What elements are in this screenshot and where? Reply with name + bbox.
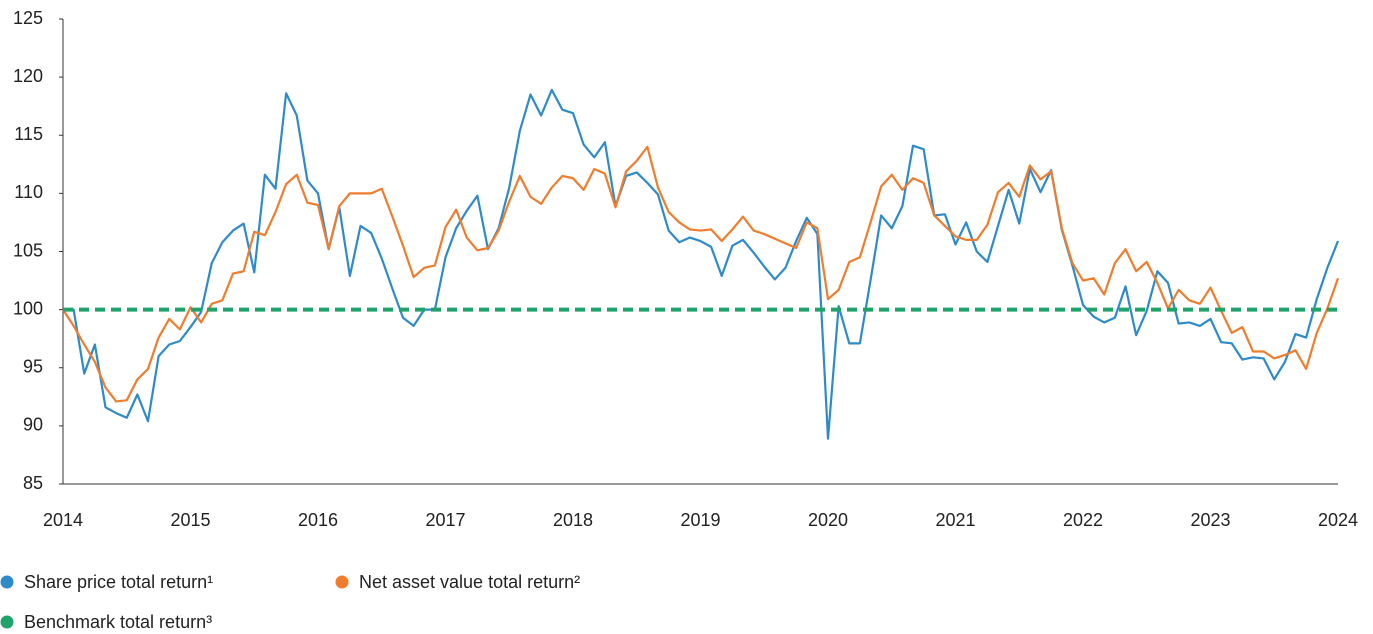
y-tick-label: 120 (13, 66, 43, 86)
y-tick-label: 100 (13, 298, 43, 318)
y-tick-label: 90 (23, 415, 43, 435)
series-line (63, 88, 1340, 440)
x-tick-label: 2014 (43, 510, 83, 530)
legend-label: Share price total return¹ (24, 572, 213, 592)
x-tick-label: 2017 (425, 510, 465, 530)
legend-marker (335, 575, 349, 589)
y-tick-label: 105 (13, 240, 43, 260)
y-tick-label: 110 (14, 182, 43, 202)
y-tick-label: 85 (23, 473, 43, 493)
legend-label: Net asset value total return² (359, 572, 580, 592)
x-tick-label: 2021 (935, 510, 975, 530)
y-tick-label: 125 (13, 8, 43, 28)
legend-label: Benchmark total return³ (24, 612, 212, 632)
x-tick-label: 2024 (1318, 510, 1358, 530)
x-tick-label: 2019 (680, 510, 720, 530)
series-line (62, 145, 1340, 403)
y-tick-label: 115 (14, 124, 43, 144)
x-tick-label: 2023 (1190, 510, 1230, 530)
legend-marker (0, 575, 14, 589)
x-tick-label: 2016 (298, 510, 338, 530)
y-tick-label: 95 (23, 357, 43, 377)
x-tick-label: 2018 (553, 510, 593, 530)
legend-marker (0, 615, 14, 629)
x-tick-label: 2020 (808, 510, 848, 530)
x-tick-label: 2015 (170, 510, 210, 530)
x-tick-label: 2022 (1063, 510, 1103, 530)
